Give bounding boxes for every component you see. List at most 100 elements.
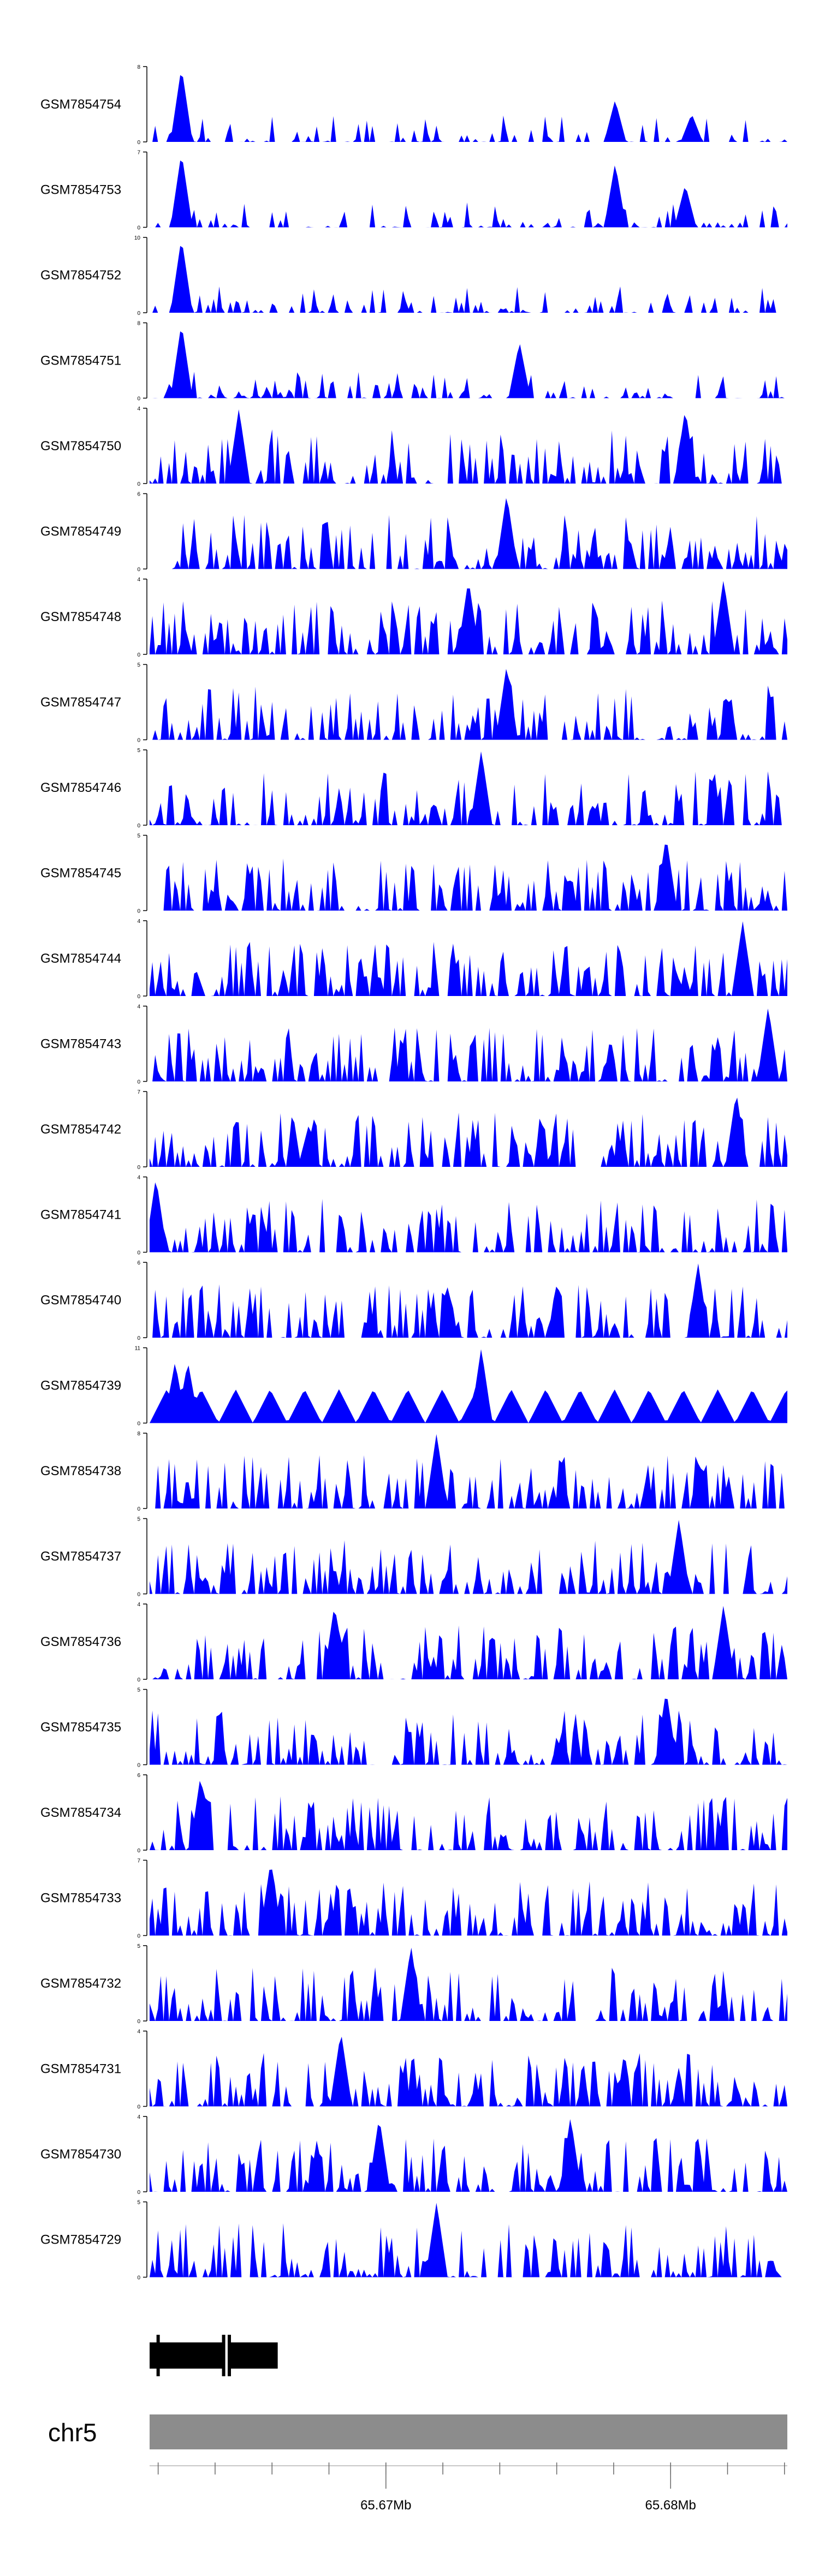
coverage-area xyxy=(150,331,787,398)
track-GSM7854729: GSM7854729 5 0 xyxy=(40,2200,787,2281)
track-label: GSM7854730 xyxy=(40,2147,121,2162)
y-tick-max-label: 7 xyxy=(137,1858,140,1864)
coverage-area xyxy=(150,1781,787,1850)
track-GSM7854739: GSM7854739 11 0 xyxy=(40,1346,787,1427)
track-GSM7854730: GSM7854730 4 0 xyxy=(40,2114,787,2196)
axis-major-tick-label: 65.67Mb xyxy=(360,2498,411,2513)
coverage-area xyxy=(150,1606,787,1679)
y-tick-zero-label: 0 xyxy=(137,1335,140,1341)
coverage-area xyxy=(150,1698,787,1765)
track-GSM7854752: GSM7854752 10 0 xyxy=(40,235,787,317)
y-tick-zero-label: 0 xyxy=(137,567,140,573)
track-GSM7854734: GSM7854734 6 0 xyxy=(40,1773,787,1854)
y-tick-max-label: 6 xyxy=(137,1773,140,1779)
track-GSM7854750: GSM7854750 4 0 xyxy=(40,406,787,487)
chromosome-label: chr5 xyxy=(48,2418,97,2447)
track-label: GSM7854753 xyxy=(40,183,121,198)
track-label: GSM7854732 xyxy=(40,1976,121,1991)
y-tick-zero-label: 0 xyxy=(137,1165,140,1171)
track-GSM7854753: GSM7854753 7 0 xyxy=(40,150,787,231)
track-GSM7854745: GSM7854745 5 0 xyxy=(40,833,787,915)
y-tick-zero-label: 0 xyxy=(137,311,140,317)
coverage-area xyxy=(150,1519,787,1594)
y-tick-max-label: 4 xyxy=(137,919,140,925)
y-tick-zero-label: 0 xyxy=(137,481,140,487)
track-label: GSM7854733 xyxy=(40,1891,121,1906)
track-GSM7854736: GSM7854736 4 0 xyxy=(40,1602,787,1683)
y-tick-zero-label: 0 xyxy=(137,1506,140,1512)
coverage-area xyxy=(150,498,787,569)
axis-bar xyxy=(150,2414,787,2449)
y-tick-zero-label: 0 xyxy=(137,2104,140,2110)
coverage-area xyxy=(150,1182,787,1253)
track-GSM7854732: GSM7854732 5 0 xyxy=(40,1943,787,2025)
track-GSM7854742: GSM7854742 7 0 xyxy=(40,1089,787,1171)
coverage-tracks: GSM785475480GSM785475370GSM7854752100GSM… xyxy=(40,64,787,2281)
y-tick-max-label: 4 xyxy=(137,2114,140,2120)
y-tick-max-label: 4 xyxy=(137,577,140,583)
y-tick-max-label: 4 xyxy=(137,2029,140,2035)
y-tick-zero-label: 0 xyxy=(137,1592,140,1598)
gene-marker xyxy=(228,2335,231,2376)
y-tick-zero-label: 0 xyxy=(137,1848,140,1854)
coverage-area xyxy=(150,160,787,228)
y-tick-max-label: 4 xyxy=(137,1004,140,1010)
y-tick-max-label: 7 xyxy=(137,1089,140,1095)
track-label: GSM7854745 xyxy=(40,866,121,881)
y-tick-max-label: 4 xyxy=(137,1175,140,1181)
y-tick-zero-label: 0 xyxy=(137,1677,140,1683)
y-tick-zero-label: 0 xyxy=(137,140,140,146)
coverage-area xyxy=(150,75,787,142)
gene-model xyxy=(150,2335,278,2376)
track-label: GSM7854744 xyxy=(40,951,121,966)
y-tick-max-label: 8 xyxy=(137,1431,140,1437)
track-GSM7854735: GSM7854735 5 0 xyxy=(40,1687,787,1769)
track-label: GSM7854743 xyxy=(40,1037,121,1052)
y-tick-max-label: 5 xyxy=(137,1687,140,1694)
track-GSM7854740: GSM7854740 6 0 xyxy=(40,1260,787,1341)
track-GSM7854733: GSM7854733 7 0 xyxy=(40,1858,787,1940)
y-tick-max-label: 8 xyxy=(137,64,140,70)
y-tick-zero-label: 0 xyxy=(137,652,140,658)
coverage-area xyxy=(150,2119,787,2192)
coverage-area xyxy=(150,1349,787,1423)
gene-exon xyxy=(229,2342,278,2369)
track-label: GSM7854731 xyxy=(40,2062,121,2077)
track-GSM7854731: GSM7854731 4 0 xyxy=(40,2029,787,2110)
track-label: GSM7854749 xyxy=(40,524,121,539)
y-tick-max-label: 4 xyxy=(137,1602,140,1608)
y-tick-max-label: 5 xyxy=(137,1517,140,1523)
y-tick-max-label: 11 xyxy=(135,1346,141,1352)
gene-marker xyxy=(222,2335,225,2376)
track-label: GSM7854752 xyxy=(40,268,121,283)
coverage-area xyxy=(150,2203,787,2277)
y-tick-zero-label: 0 xyxy=(137,225,140,231)
y-tick-max-label: 5 xyxy=(137,748,140,754)
gene-exon xyxy=(150,2342,224,2369)
track-label: GSM7854734 xyxy=(40,1805,121,1820)
y-tick-zero-label: 0 xyxy=(137,1250,140,1256)
y-tick-max-label: 10 xyxy=(134,235,141,241)
coverage-area xyxy=(150,1263,787,1338)
coverage-area xyxy=(150,2036,787,2107)
track-label: GSM7854738 xyxy=(40,1464,121,1478)
y-tick-zero-label: 0 xyxy=(137,2019,140,2025)
coverage-area xyxy=(150,1947,787,2021)
y-tick-max-label: 4 xyxy=(137,406,140,412)
coverage-area xyxy=(150,581,787,654)
gene-marker xyxy=(156,2335,160,2376)
track-label: GSM7854746 xyxy=(40,780,121,795)
track-GSM7854737: GSM7854737 5 0 xyxy=(40,1517,787,1598)
y-tick-max-label: 5 xyxy=(137,1943,140,1949)
track-label: GSM7854742 xyxy=(40,1122,121,1137)
y-tick-zero-label: 0 xyxy=(137,396,140,402)
coverage-area xyxy=(150,1098,787,1167)
y-tick-zero-label: 0 xyxy=(137,1421,140,1427)
y-tick-zero-label: 0 xyxy=(137,1763,140,1769)
track-label: GSM7854747 xyxy=(40,695,121,710)
track-label: GSM7854739 xyxy=(40,1379,121,1393)
coverage-area xyxy=(150,669,787,740)
track-GSM7854748: GSM7854748 4 0 xyxy=(40,577,787,658)
coverage-area xyxy=(150,844,787,911)
axis-major-tick-label: 65.68Mb xyxy=(645,2498,696,2513)
